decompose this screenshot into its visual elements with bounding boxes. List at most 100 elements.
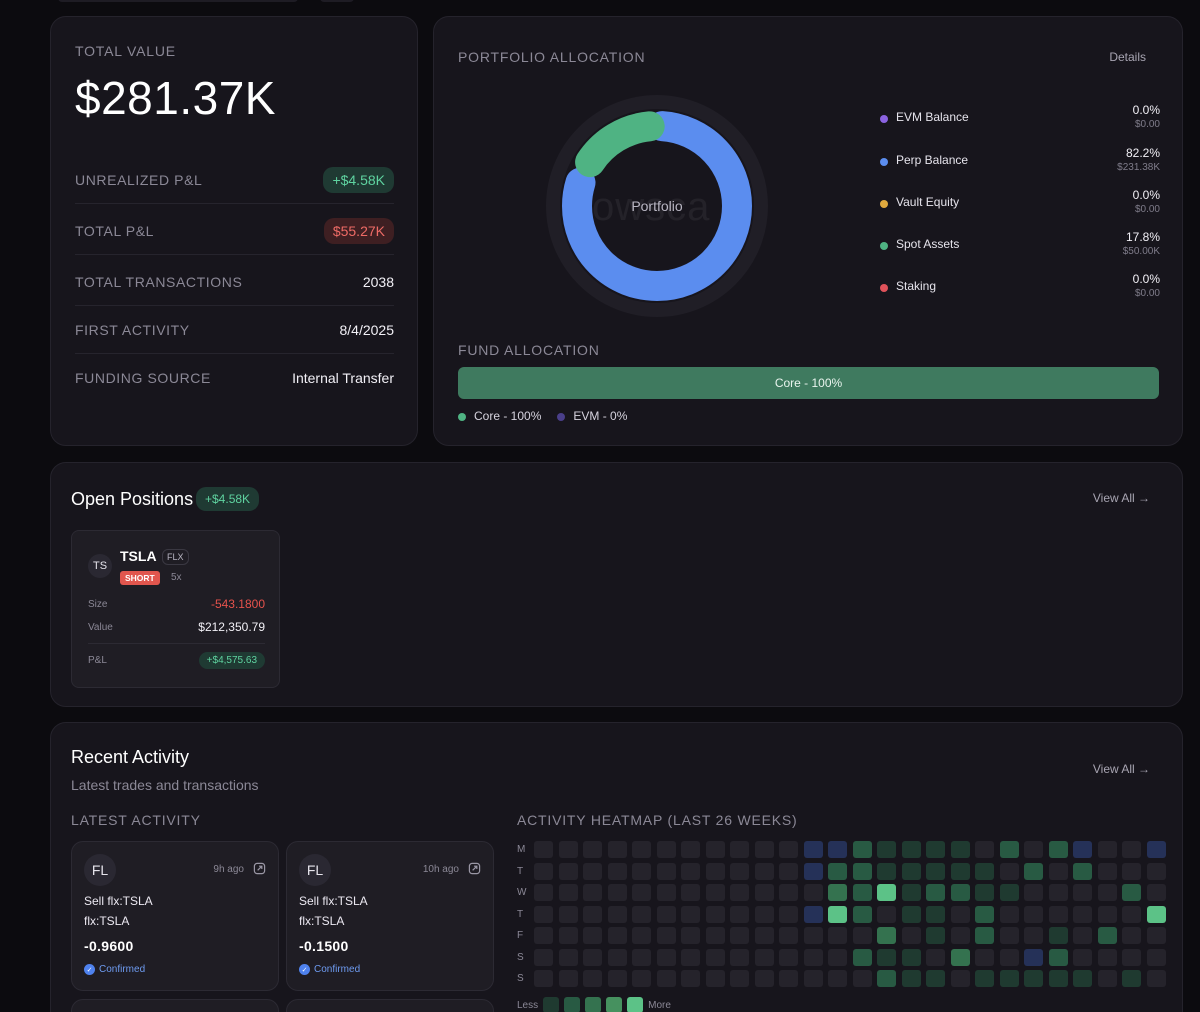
heatmap-cell[interactable] (901, 862, 921, 880)
heatmap-cell[interactable] (607, 905, 627, 923)
heatmap-cell[interactable] (705, 905, 725, 923)
heatmap-cell[interactable] (1122, 927, 1141, 944)
heatmap-cell[interactable] (779, 841, 798, 858)
heatmap-cell[interactable] (1024, 970, 1043, 987)
heatmap-cell[interactable] (852, 862, 872, 880)
heatmap-cell[interactable] (730, 862, 749, 880)
heatmap-cell[interactable] (803, 970, 823, 987)
heatmap-cell[interactable] (730, 948, 749, 966)
heatmap-cell[interactable] (1146, 841, 1166, 858)
heatmap-cell[interactable] (730, 905, 749, 923)
external-link-icon[interactable] (468, 862, 481, 875)
heatmap-cell[interactable] (901, 905, 921, 923)
heatmap-cell[interactable] (558, 862, 578, 880)
heatmap-cell[interactable] (583, 970, 602, 987)
heatmap-cell[interactable] (632, 948, 651, 966)
heatmap-cell[interactable] (779, 862, 798, 880)
heatmap-cell[interactable] (950, 841, 970, 858)
heatmap-cell[interactable] (681, 948, 700, 966)
heatmap-cell[interactable] (1048, 927, 1068, 944)
heatmap-cell[interactable] (926, 927, 945, 944)
positions-view-all-link[interactable]: View All → (1092, 491, 1150, 505)
heatmap-cell[interactable] (681, 841, 700, 858)
heatmap-cell[interactable] (877, 884, 896, 901)
heatmap-cell[interactable] (583, 862, 602, 880)
heatmap-cell[interactable] (950, 927, 970, 944)
heatmap-cell[interactable] (558, 841, 578, 858)
heatmap-cell[interactable] (1097, 905, 1117, 923)
heatmap-cell[interactable] (754, 862, 774, 880)
heatmap-cell[interactable] (1024, 927, 1043, 944)
heatmap-cell[interactable] (1097, 884, 1117, 901)
heatmap-cell[interactable] (1097, 970, 1117, 987)
heatmap-cell[interactable] (779, 970, 798, 987)
heatmap-cell[interactable] (852, 841, 872, 858)
heatmap-cell[interactable] (1122, 884, 1141, 901)
heatmap-cell[interactable] (656, 927, 676, 944)
heatmap-cell[interactable] (828, 884, 847, 901)
heatmap-cell[interactable] (1048, 948, 1068, 966)
heatmap-cell[interactable] (1048, 970, 1068, 987)
activity-item[interactable]: FL 9h ago Sell flx:TSLA flx:TSLA -0.9600… (71, 841, 279, 991)
heatmap-cell[interactable] (1048, 841, 1068, 858)
activity-item[interactable]: FL 10h ago Sell flx:TSLA flx:TSLA -0.150… (286, 841, 494, 991)
heatmap-cell[interactable] (705, 841, 725, 858)
heatmap-cell[interactable] (975, 970, 994, 987)
heatmap-cell[interactable] (656, 948, 676, 966)
heatmap-cell[interactable] (681, 905, 700, 923)
heatmap-cell[interactable] (681, 884, 700, 901)
heatmap-cell[interactable] (1097, 862, 1117, 880)
heatmap-cell[interactable] (926, 948, 945, 966)
heatmap-cell[interactable] (1122, 862, 1141, 880)
heatmap-cell[interactable] (803, 862, 823, 880)
heatmap-cell[interactable] (877, 905, 896, 923)
heatmap-cell[interactable] (999, 884, 1019, 901)
heatmap-cell[interactable] (632, 841, 651, 858)
heatmap-cell[interactable] (656, 884, 676, 901)
heatmap-cell[interactable] (926, 841, 945, 858)
heatmap-cell[interactable] (1146, 862, 1166, 880)
heatmap-cell[interactable] (877, 841, 896, 858)
heatmap-cell[interactable] (950, 970, 970, 987)
heatmap-cell[interactable] (877, 948, 896, 966)
heatmap-cell[interactable] (534, 841, 553, 858)
heatmap-cell[interactable] (1073, 884, 1092, 901)
heatmap-cell[interactable] (534, 884, 553, 901)
heatmap-cell[interactable] (583, 948, 602, 966)
donut-slice-spot-assets[interactable] (562, 111, 752, 301)
heatmap-cell[interactable] (754, 841, 774, 858)
heatmap-cell[interactable] (1048, 884, 1068, 901)
heatmap-cell[interactable] (975, 841, 994, 858)
heatmap-cell[interactable] (705, 862, 725, 880)
heatmap-cell[interactable] (632, 927, 651, 944)
heatmap-cell[interactable] (999, 927, 1019, 944)
heatmap-cell[interactable] (705, 884, 725, 901)
heatmap-cell[interactable] (754, 927, 774, 944)
heatmap-cell[interactable] (852, 927, 872, 944)
heatmap-cell[interactable] (730, 970, 749, 987)
heatmap-cell[interactable] (950, 884, 970, 901)
heatmap-cell[interactable] (558, 927, 578, 944)
heatmap-cell[interactable] (926, 970, 945, 987)
heatmap-cell[interactable] (1146, 970, 1166, 987)
heatmap-cell[interactable] (1146, 905, 1166, 923)
position-card-tsla[interactable]: TS TSLA FLX SHORT 5x Size -543.1800 Valu… (71, 530, 280, 688)
heatmap-cell[interactable] (656, 905, 676, 923)
heatmap-cell[interactable] (754, 884, 774, 901)
heatmap-cell[interactable] (1073, 862, 1092, 880)
heatmap-cell[interactable] (705, 948, 725, 966)
heatmap-cell[interactable] (607, 884, 627, 901)
heatmap-cell[interactable] (607, 862, 627, 880)
heatmap-cell[interactable] (779, 905, 798, 923)
heatmap-cell[interactable] (779, 948, 798, 966)
heatmap-cell[interactable] (730, 841, 749, 858)
heatmap-cell[interactable] (926, 884, 945, 901)
heatmap-cell[interactable] (803, 905, 823, 923)
heatmap-cell[interactable] (656, 862, 676, 880)
external-link-icon[interactable] (253, 862, 266, 875)
heatmap-cell[interactable] (705, 970, 725, 987)
heatmap-cell[interactable] (607, 948, 627, 966)
heatmap-cell[interactable] (632, 884, 651, 901)
heatmap-cell[interactable] (975, 905, 994, 923)
heatmap-cell[interactable] (1024, 862, 1043, 880)
